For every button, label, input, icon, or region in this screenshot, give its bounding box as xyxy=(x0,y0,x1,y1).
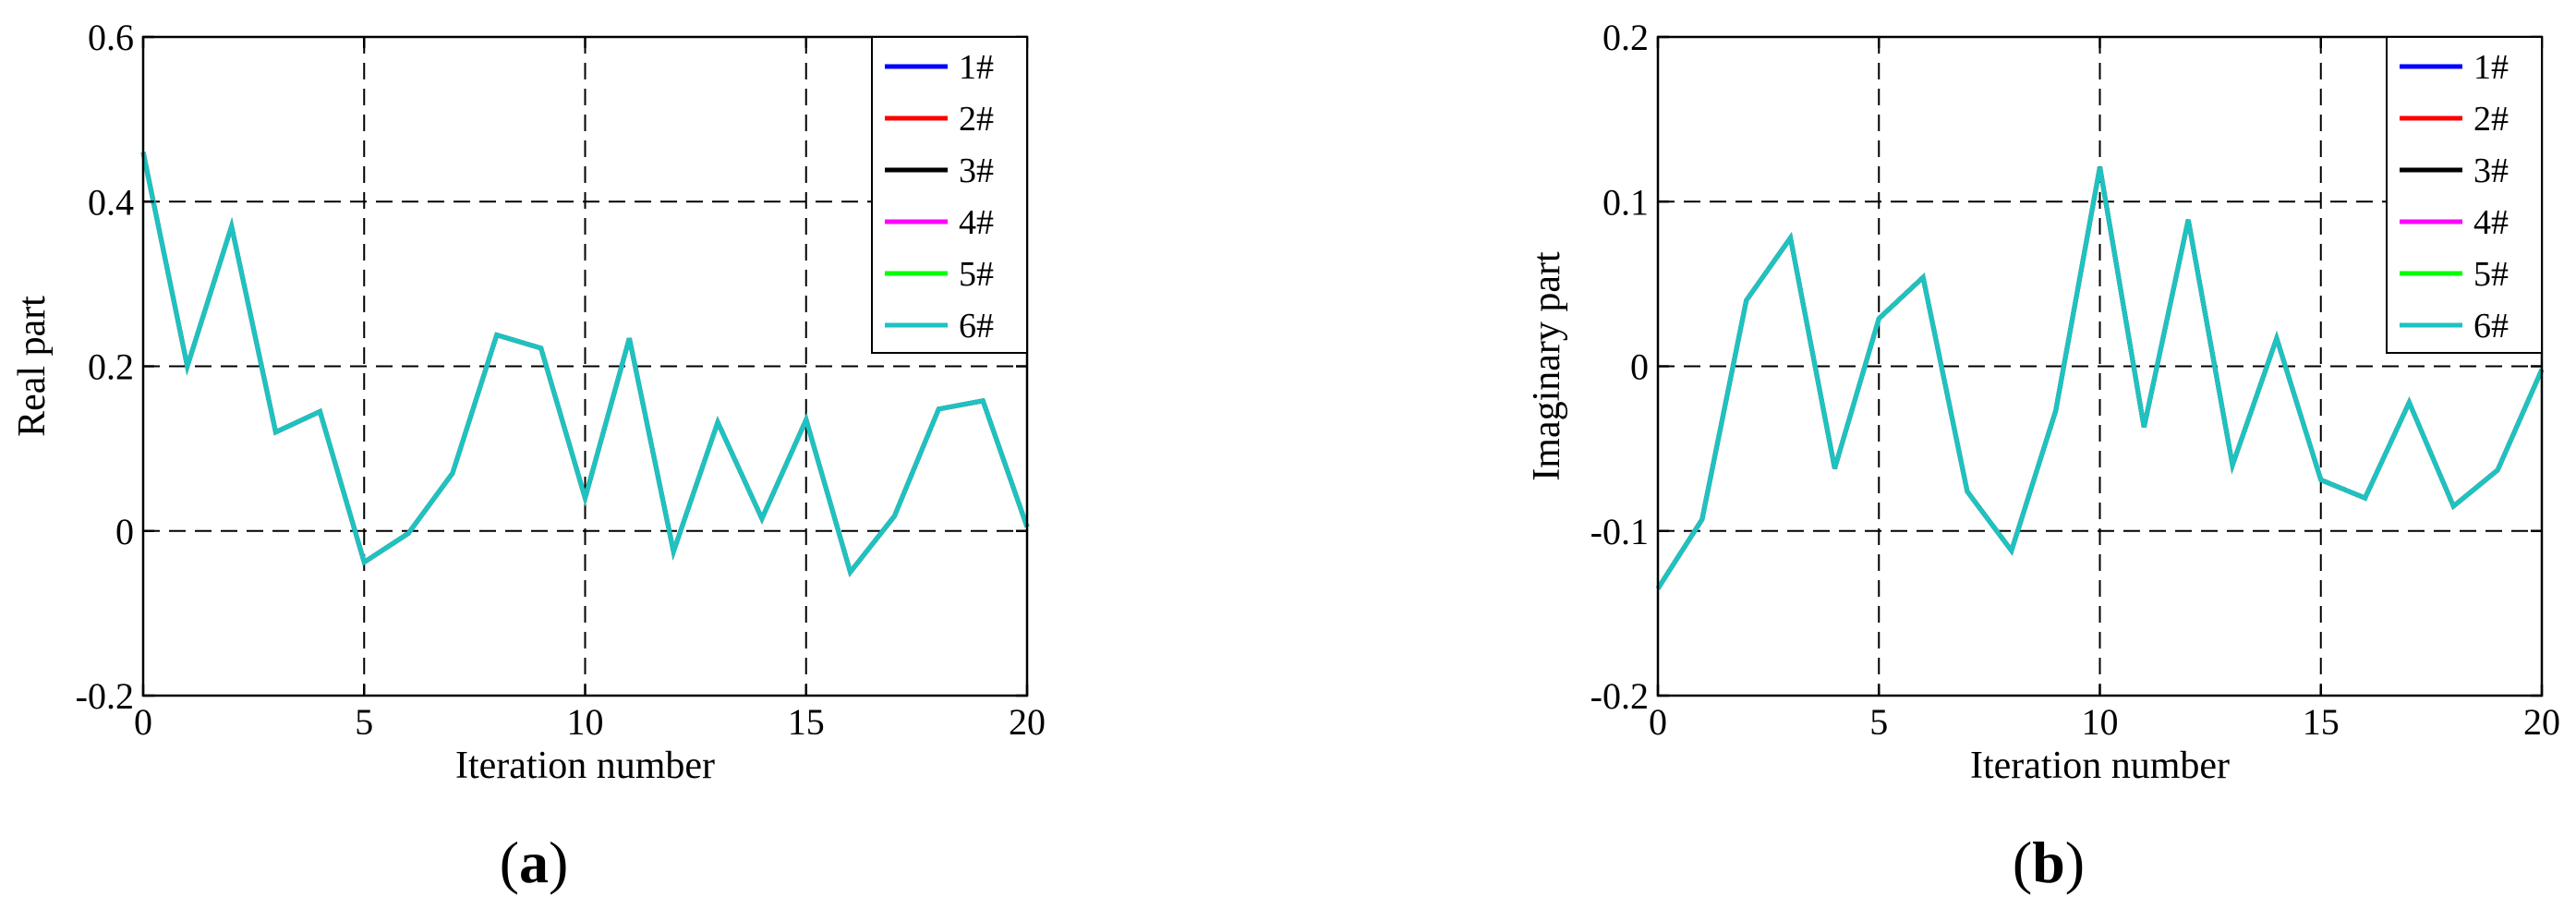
series-line-6 xyxy=(140,152,1030,577)
legend: 1# 2# 3# 4# 5# 6# xyxy=(871,36,1028,354)
x-tick-label: 5 xyxy=(355,701,373,743)
legend-entry-5: 5# xyxy=(2473,255,2509,294)
legend-box xyxy=(2386,36,2543,354)
legend-entry-6: 6# xyxy=(2473,307,2509,345)
legend: 1# 2# 3# 4# 5# 6# xyxy=(2386,36,2543,354)
y-tick-label: -0.2 xyxy=(1590,675,1649,717)
x-tick-label: 10 xyxy=(567,701,604,743)
y-tick-label: -0.2 xyxy=(76,675,134,717)
panel-letter: b xyxy=(2032,830,2065,895)
legend-entry-6: 6# xyxy=(959,307,994,345)
legend-entry-3: 3# xyxy=(959,152,994,190)
legend-entry-3: 3# xyxy=(2473,152,2509,190)
panel-label: (a) xyxy=(500,830,569,895)
x-tick-label: 20 xyxy=(1009,701,1046,743)
panel-letter: a xyxy=(519,830,549,895)
x-tick-label: 0 xyxy=(134,701,152,743)
legend-entry-2: 2# xyxy=(2473,100,2509,139)
panel-label: (b) xyxy=(2013,830,2085,895)
y-tick-label: 0.6 xyxy=(88,17,134,58)
legend-entry-4: 4# xyxy=(959,203,994,242)
x-tick-label: 10 xyxy=(2082,701,2119,743)
x-tick-label: 0 xyxy=(1649,701,1667,743)
y-tick-label: 0 xyxy=(115,511,134,552)
y-tick-label: 0.2 xyxy=(1602,17,1649,58)
legend-entry-5: 5# xyxy=(959,255,994,294)
x-tick-label: 5 xyxy=(1869,701,1888,743)
legend-entry-1: 1# xyxy=(959,48,994,87)
y-tick-label: 0 xyxy=(1630,346,1649,388)
legend-entry-2: 2# xyxy=(959,100,994,139)
series-line-6 xyxy=(1655,166,2545,590)
legend-entry-4: 4# xyxy=(2473,203,2509,242)
x-tick-label: 20 xyxy=(2523,701,2560,743)
chart-panel-b: 0 5 10 15 20 -0.2 -0.1 0 0.1 0.2 Iteration number I… xyxy=(1526,17,2560,895)
x-tick-label: 15 xyxy=(788,701,825,743)
y-axis-label: Real part xyxy=(11,296,54,437)
legend-box xyxy=(871,36,1028,354)
x-axis-label: Iteration number xyxy=(455,745,715,787)
y-tick-label: -0.1 xyxy=(1590,511,1649,552)
y-tick-label: 0.2 xyxy=(88,346,134,388)
legend-entry-1: 1# xyxy=(2473,48,2509,87)
x-tick-label: 15 xyxy=(2303,701,2340,743)
y-tick-label: 0.4 xyxy=(88,181,134,223)
y-axis-label: Imaginary part xyxy=(1526,251,1568,481)
x-axis-label: Iteration number xyxy=(1970,745,2230,787)
y-tick-label: 0.1 xyxy=(1602,181,1649,223)
